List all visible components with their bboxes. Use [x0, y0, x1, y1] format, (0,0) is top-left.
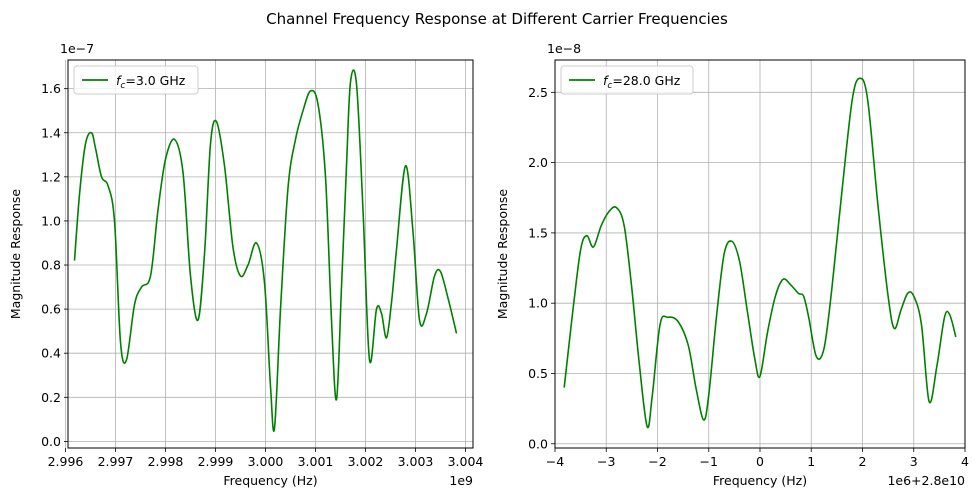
y-tick-label: 0.8: [41, 258, 61, 273]
x-tick-label: 2: [859, 454, 867, 469]
y-tick-label: 1.0: [528, 296, 548, 311]
y-tick-label: 0.0: [41, 434, 61, 449]
series-line: [73, 69, 458, 432]
chart-panel-right: −4 −3 −2 −1 0 1 2 3 4 0.0 0.5 1.0 1.5 2.0 2.5 Frequency…: [495, 41, 969, 488]
y-tick-label: 1.4: [41, 125, 61, 140]
x-tick-label: 3.003: [398, 454, 434, 469]
y-tick-label: 1.6: [41, 81, 61, 96]
legend: fc=28.0 GHz: [560, 65, 694, 95]
y-tick-label: 0.5: [528, 366, 548, 381]
legend-label-subscript: c: [120, 81, 125, 91]
y-tick-label: 0.0: [528, 436, 548, 451]
x-tick-label: 0: [756, 454, 764, 469]
chart-panel-left: 2.996 2.997 2.998 2.999 3.000 3.001 3.002 3.003…: [8, 41, 483, 488]
x-tick-label: 3.000: [248, 454, 284, 469]
legend-label-main: f: [603, 73, 609, 88]
x-tick-label: 2.999: [198, 454, 234, 469]
axes-frame: [67, 59, 474, 449]
legend-label-main: f: [116, 73, 122, 88]
series-line: [563, 77, 957, 429]
x-tick-label: 3.001: [298, 454, 334, 469]
y-axis-label: Magnitude Response: [495, 189, 510, 320]
y-offset-text: 1e−8: [547, 41, 581, 56]
x-tick-label: −2: [648, 454, 666, 469]
x-tick-label: −1: [700, 454, 718, 469]
legend-label: fc=3.0 GHz: [116, 73, 186, 91]
y-tick-label: 1.2: [41, 169, 61, 184]
x-offset-text: 1e9: [449, 473, 473, 488]
figure-suptitle: Channel Frequency Response at Different …: [266, 10, 728, 28]
x-tick-label: 3.004: [448, 454, 484, 469]
x-tick-label: 3.002: [348, 454, 384, 469]
legend-box: [73, 65, 199, 95]
legend-label-subscript: c: [607, 81, 612, 91]
legend-label-rest: =3.0 GHz: [125, 73, 185, 88]
x-tick-label: −4: [546, 454, 564, 469]
y-tick-label: 1.0: [41, 213, 61, 228]
x-tick-label: 3: [910, 454, 918, 469]
legend-label-rest: =28.0 GHz: [612, 73, 680, 88]
legend: fc=3.0 GHz: [73, 65, 199, 95]
legend-label: fc=28.0 GHz: [603, 73, 681, 91]
x-offset-text: 1e6+2.8e10: [887, 473, 965, 488]
legend-box: [560, 65, 694, 95]
y-tick-label: 0.6: [41, 302, 61, 317]
y-tick-label: 0.2: [41, 390, 61, 405]
x-tick-label: 2.998: [148, 454, 184, 469]
x-tick-label: 2.996: [48, 454, 84, 469]
y-tick-label: 2.0: [528, 155, 548, 170]
x-tick-label: 1: [807, 454, 815, 469]
x-tick-label: 4: [961, 454, 969, 469]
y-tick-label: 0.4: [41, 346, 61, 361]
y-offset-text: 1e−7: [60, 41, 94, 56]
x-tick-label: 2.997: [98, 454, 134, 469]
x-axis-label: Frequency (Hz): [713, 473, 807, 488]
y-axis-label: Magnitude Response: [8, 189, 23, 320]
x-axis-label: Frequency (Hz): [223, 473, 317, 488]
y-tick-label: 2.5: [528, 85, 548, 100]
y-tick-label: 1.5: [528, 225, 548, 240]
x-tick-label: −3: [597, 454, 615, 469]
